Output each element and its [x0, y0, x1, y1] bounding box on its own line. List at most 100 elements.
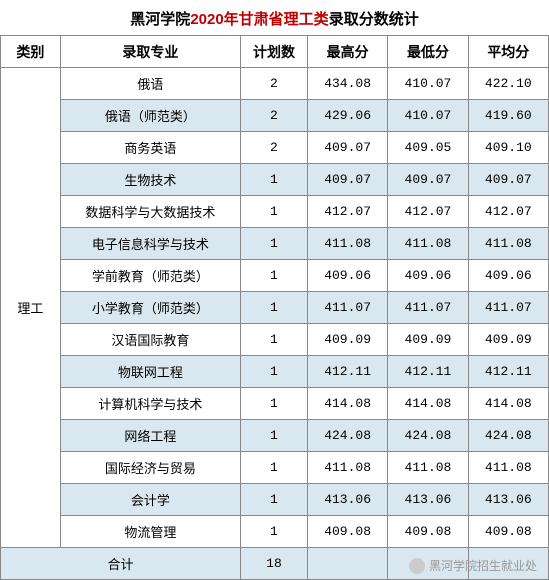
avg-cell: 414.08 — [468, 388, 548, 420]
table-row: 计算机科学与技术1414.08414.08414.08 — [1, 388, 549, 420]
major-cell: 物流管理 — [60, 516, 240, 548]
table-header-row: 类别 录取专业 计划数 最高分 最低分 平均分 — [1, 36, 549, 68]
plan-cell: 1 — [240, 356, 307, 388]
table-row: 数据科学与大数据技术1412.07412.07412.07 — [1, 196, 549, 228]
plan-cell: 1 — [240, 452, 307, 484]
avg-cell: 412.07 — [468, 196, 548, 228]
table-row: 汉语国际教育1409.09409.09409.09 — [1, 324, 549, 356]
avg-cell: 409.10 — [468, 132, 548, 164]
major-cell: 学前教育（师范类） — [60, 260, 240, 292]
avg-cell: 424.08 — [468, 420, 548, 452]
avg-cell: 409.06 — [468, 260, 548, 292]
major-cell: 数据科学与大数据技术 — [60, 196, 240, 228]
min-cell: 411.07 — [388, 292, 468, 324]
col-header-avg: 平均分 — [468, 36, 548, 68]
max-cell: 411.07 — [307, 292, 387, 324]
score-table: 类别 录取专业 计划数 最高分 最低分 平均分 理工俄语2434.08410.0… — [0, 35, 549, 580]
avg-cell: 409.09 — [468, 324, 548, 356]
major-cell: 会计学 — [60, 484, 240, 516]
total-max — [307, 548, 387, 580]
plan-cell: 1 — [240, 228, 307, 260]
major-cell: 汉语国际教育 — [60, 324, 240, 356]
avg-cell: 412.11 — [468, 356, 548, 388]
major-cell: 计算机科学与技术 — [60, 388, 240, 420]
table-row: 电子信息科学与技术1411.08411.08411.08 — [1, 228, 549, 260]
major-cell: 网络工程 — [60, 420, 240, 452]
col-header-category: 类别 — [1, 36, 61, 68]
plan-cell: 1 — [240, 516, 307, 548]
min-cell: 409.09 — [388, 324, 468, 356]
table-row: 网络工程1424.08424.08424.08 — [1, 420, 549, 452]
table-body: 理工俄语2434.08410.07422.10俄语（师范类）2429.06410… — [1, 68, 549, 580]
major-cell: 生物技术 — [60, 164, 240, 196]
table-row: 理工俄语2434.08410.07422.10 — [1, 68, 549, 100]
col-header-plan: 计划数 — [240, 36, 307, 68]
min-cell: 411.08 — [388, 228, 468, 260]
avg-cell: 411.08 — [468, 228, 548, 260]
max-cell: 411.08 — [307, 452, 387, 484]
major-cell: 国际经济与贸易 — [60, 452, 240, 484]
min-cell: 424.08 — [388, 420, 468, 452]
table-row: 会计学1413.06413.06413.06 — [1, 484, 549, 516]
min-cell: 409.06 — [388, 260, 468, 292]
min-cell: 409.08 — [388, 516, 468, 548]
total-label: 合计 — [1, 548, 241, 580]
max-cell: 411.08 — [307, 228, 387, 260]
max-cell: 409.07 — [307, 164, 387, 196]
plan-cell: 1 — [240, 196, 307, 228]
min-cell: 410.07 — [388, 68, 468, 100]
wechat-icon — [409, 558, 425, 574]
category-cell: 理工 — [1, 68, 61, 548]
major-cell: 小学教育（师范类） — [60, 292, 240, 324]
total-plan: 18 — [240, 548, 307, 580]
min-cell: 409.05 — [388, 132, 468, 164]
table-row: 俄语（师范类）2429.06410.07419.60 — [1, 100, 549, 132]
title-prefix: 黑河学院 — [130, 11, 190, 28]
table-row: 物流管理1409.08409.08409.08 — [1, 516, 549, 548]
plan-cell: 2 — [240, 100, 307, 132]
major-cell: 俄语（师范类） — [60, 100, 240, 132]
max-cell: 409.07 — [307, 132, 387, 164]
col-header-max: 最高分 — [307, 36, 387, 68]
max-cell: 429.06 — [307, 100, 387, 132]
plan-cell: 1 — [240, 260, 307, 292]
major-cell: 俄语 — [60, 68, 240, 100]
table-row: 物联网工程1412.11412.11412.11 — [1, 356, 549, 388]
plan-cell: 1 — [240, 420, 307, 452]
plan-cell: 1 — [240, 324, 307, 356]
col-header-min: 最低分 — [388, 36, 468, 68]
table-row: 学前教育（师范类）1409.06409.06409.06 — [1, 260, 549, 292]
max-cell: 409.09 — [307, 324, 387, 356]
page-title: 黑河学院2020年甘肃省理工类录取分数统计 — [0, 0, 549, 35]
max-cell: 412.11 — [307, 356, 387, 388]
major-cell: 电子信息科学与技术 — [60, 228, 240, 260]
watermark-text: 黑河学院招生就业处 — [429, 557, 537, 574]
min-cell: 411.08 — [388, 452, 468, 484]
plan-cell: 1 — [240, 292, 307, 324]
table-row: 商务英语2409.07409.05409.10 — [1, 132, 549, 164]
max-cell: 412.07 — [307, 196, 387, 228]
min-cell: 409.07 — [388, 164, 468, 196]
min-cell: 412.11 — [388, 356, 468, 388]
plan-cell: 2 — [240, 68, 307, 100]
col-header-major: 录取专业 — [60, 36, 240, 68]
table-row: 小学教育（师范类）1411.07411.07411.07 — [1, 292, 549, 324]
min-cell: 412.07 — [388, 196, 468, 228]
avg-cell: 419.60 — [468, 100, 548, 132]
avg-cell: 411.07 — [468, 292, 548, 324]
title-suffix: 录取分数统计 — [329, 11, 419, 28]
max-cell: 414.08 — [307, 388, 387, 420]
min-cell: 410.07 — [388, 100, 468, 132]
max-cell: 409.08 — [307, 516, 387, 548]
plan-cell: 2 — [240, 132, 307, 164]
avg-cell: 413.06 — [468, 484, 548, 516]
major-cell: 商务英语 — [60, 132, 240, 164]
table-row: 国际经济与贸易1411.08411.08411.08 — [1, 452, 549, 484]
plan-cell: 1 — [240, 484, 307, 516]
title-middle: 2020年甘肃省理工类 — [190, 11, 328, 28]
page-container: 黑河学院2020年甘肃省理工类录取分数统计 类别 录取专业 计划数 最高分 最低… — [0, 0, 549, 580]
avg-cell: 411.08 — [468, 452, 548, 484]
min-cell: 413.06 — [388, 484, 468, 516]
major-cell: 物联网工程 — [60, 356, 240, 388]
max-cell: 413.06 — [307, 484, 387, 516]
